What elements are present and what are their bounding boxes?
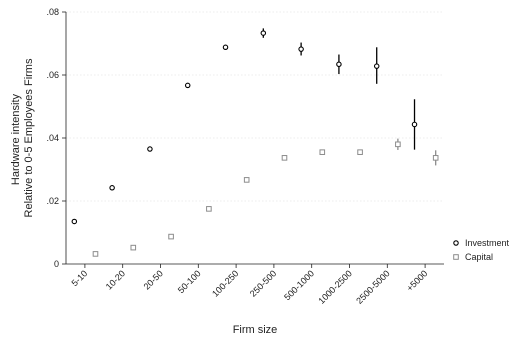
data-point-investment bbox=[71, 218, 78, 225]
x-tick-label: 20-50 bbox=[142, 268, 165, 291]
data-point-investment bbox=[109, 185, 115, 191]
data-point-investment bbox=[260, 30, 267, 36]
legend: Investment Capital bbox=[453, 238, 510, 262]
data-point-capital bbox=[319, 149, 326, 155]
x-tick-label: 2500-5000 bbox=[354, 268, 392, 306]
y-tick-label: 0 bbox=[54, 259, 59, 269]
data-point-capital bbox=[92, 251, 99, 257]
data-point-capital bbox=[395, 141, 401, 148]
data-point-investment bbox=[373, 63, 380, 69]
x-tick-label: +5000 bbox=[405, 268, 430, 293]
y-tick-label: .02 bbox=[46, 196, 59, 206]
data-point-investment bbox=[222, 44, 229, 51]
x-tick-label: 1000-2500 bbox=[316, 268, 354, 306]
legend-marker-capital bbox=[453, 254, 459, 260]
y-axis-title-line-2: Relative to 0-5 Employees Firms bbox=[23, 58, 35, 217]
x-tick-label: 500-1000 bbox=[282, 268, 316, 302]
legend-label-investment: Investment bbox=[465, 238, 510, 248]
y-axis-title-line-1: Hardware intensity bbox=[10, 93, 22, 185]
data-point-capital bbox=[168, 233, 174, 240]
y-tick-label: .06 bbox=[46, 70, 59, 80]
legend-label-capital: Capital bbox=[465, 252, 493, 262]
data-point-capital bbox=[432, 155, 439, 161]
y-tick-label: .08 bbox=[46, 7, 59, 17]
data-point-investment bbox=[298, 46, 304, 52]
series-capital bbox=[92, 138, 439, 257]
y-ticks: .08 .06 .04 .02 0 bbox=[46, 7, 66, 269]
x-tick-label: 5-10 bbox=[70, 268, 90, 288]
data-point-capital bbox=[357, 149, 363, 155]
x-tick-label: 100-250 bbox=[210, 268, 240, 298]
data-point-capital bbox=[206, 206, 212, 212]
x-tick-label: 10-20 bbox=[104, 268, 127, 291]
data-point-capital bbox=[243, 177, 250, 183]
data-point-investment bbox=[184, 82, 191, 89]
data-point-investment bbox=[147, 146, 153, 152]
x-tick-label: 50-100 bbox=[176, 268, 203, 295]
data-point-capital bbox=[130, 244, 137, 251]
series-layer bbox=[71, 28, 439, 257]
y-axis-title: Hardware intensity Relative to 0-5 Emplo… bbox=[10, 58, 35, 217]
x-ticks: 5-10 10-20 20-50 50-100 100-250 250-500 500-10… bbox=[70, 264, 430, 306]
x-tick-label: 250-500 bbox=[248, 268, 278, 298]
y-tick-label: .04 bbox=[46, 133, 59, 143]
grid-layer bbox=[66, 11, 444, 202]
data-point-investment bbox=[411, 121, 418, 128]
data-point-capital bbox=[281, 155, 288, 161]
x-axis-title: Firm size bbox=[233, 324, 278, 336]
series-investment bbox=[71, 28, 418, 225]
data-point-investment bbox=[336, 61, 342, 68]
legend-marker-investment bbox=[453, 240, 459, 246]
